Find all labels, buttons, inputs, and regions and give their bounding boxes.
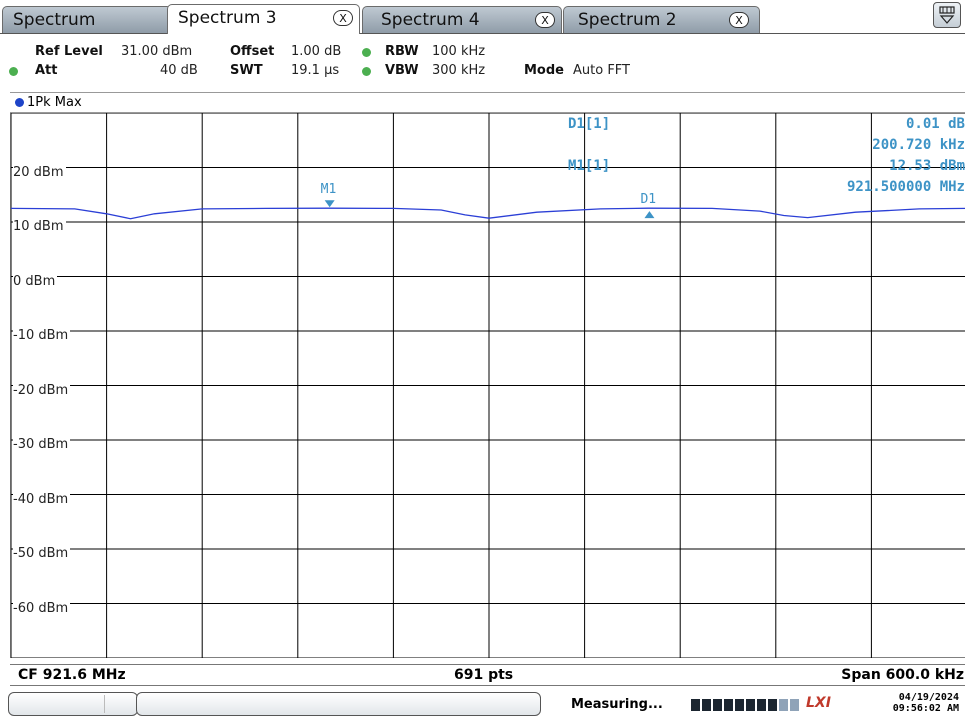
- m1-readout-value2: 921.500000 MHz: [846, 179, 965, 195]
- tab-label: Spectrum 2: [578, 10, 677, 30]
- d1-readout-value2: 200.720 kHz: [872, 137, 965, 153]
- d1-readout-name: D1[1]: [568, 116, 611, 132]
- tab-spectrum-2[interactable]: Spectrum 2 X: [563, 6, 760, 33]
- y-tick-label: 20 dBm: [13, 164, 66, 180]
- y-tick-label: -30 dBm: [13, 437, 71, 452]
- tab-label: Spectrum 4: [381, 10, 480, 30]
- tab-divider: [0, 33, 965, 34]
- progress-cell: [735, 699, 744, 711]
- datetime: 04/19/2024 09:56:02 AM: [893, 692, 959, 714]
- m1-readout-name: M1[1]: [568, 158, 611, 174]
- att-value[interactable]: 40 dB: [160, 63, 198, 78]
- center-frequency[interactable]: CF 921.6 MHz: [18, 667, 126, 683]
- settings-row-1: Ref Level 31.00 dBm Offset 1.00 dB RBW 1…: [0, 44, 965, 62]
- progress-cell: [713, 699, 722, 711]
- swt-value[interactable]: 19.1 µs: [291, 63, 340, 78]
- plot-canvas: [11, 113, 965, 658]
- rbw-value[interactable]: 100 kHz: [432, 44, 486, 59]
- spectrum-plot[interactable]: 20 dBm 10 dBm 0 dBm -10 dBm -20 dBm -30 dBm -4…: [10, 113, 965, 658]
- trace-info-bar: 1Pk Max: [10, 92, 965, 113]
- settings-row-2: Att 40 dB SWT 19.1 µs VBW 300 kHz Mode A…: [0, 63, 965, 81]
- tab-spectrum-4[interactable]: Spectrum 4 X: [362, 6, 562, 33]
- lxi-logo: LXI: [806, 695, 831, 711]
- vbw-label: VBW: [385, 63, 419, 78]
- close-icon[interactable]: X: [729, 12, 749, 28]
- ref-level-value[interactable]: 31.00 dBm: [121, 44, 193, 59]
- progress-cell: [757, 699, 766, 711]
- vbw-value[interactable]: 300 kHz: [432, 63, 486, 78]
- status-field-1[interactable]: [8, 692, 138, 716]
- chevron-down-icon: [939, 6, 955, 24]
- y-tick-label: -10 dBm: [13, 328, 71, 343]
- tab-label: Spectrum 3: [178, 8, 277, 28]
- progress-bar: [691, 699, 801, 711]
- measuring-status: Measuring...: [571, 697, 663, 712]
- y-tick-label: 10 dBm: [13, 219, 66, 234]
- y-tick-label: -50 dBm: [13, 546, 71, 561]
- trace-color-icon: [15, 98, 24, 107]
- marker-m1-label: M1: [320, 182, 337, 198]
- close-icon[interactable]: X: [535, 12, 555, 28]
- progress-cell: [702, 699, 711, 711]
- tab-spectrum-3[interactable]: Spectrum 3 X: [167, 4, 360, 34]
- offset-value[interactable]: 1.00 dB: [291, 44, 342, 59]
- y-tick-label: 0 dBm: [13, 273, 58, 289]
- vbw-status-icon: [362, 67, 371, 76]
- att-label: Att: [35, 63, 58, 78]
- tab-label: Spectrum: [13, 10, 96, 30]
- y-tick-label: -20 dBm: [13, 382, 71, 398]
- status-bar: Measuring... LXI 04/19/2024 09:56:02 AM: [0, 690, 965, 718]
- time-text: 09:56:02 AM: [892, 703, 959, 714]
- marker-m1-icon[interactable]: [324, 200, 335, 208]
- trace-label[interactable]: 1Pk Max: [27, 95, 82, 110]
- progress-cell: [768, 699, 777, 711]
- ref-level-label: Ref Level: [35, 44, 103, 59]
- offset-label: Offset: [230, 44, 275, 59]
- status-field-divider: [104, 695, 105, 713]
- settings-panel: Ref Level 31.00 dBm Offset 1.00 dB RBW 1…: [0, 44, 965, 90]
- rbw-label: RBW: [385, 44, 419, 59]
- tab-spectrum[interactable]: Spectrum: [2, 6, 172, 33]
- plot-footer: CF 921.6 MHz 691 pts Span 600.0 kHz: [10, 664, 965, 686]
- sweep-points[interactable]: 691 pts: [454, 667, 514, 683]
- frequency-span[interactable]: Span 600.0 kHz: [841, 667, 964, 683]
- swt-label: SWT: [230, 63, 263, 78]
- y-tick-label: -60 dBm: [13, 600, 71, 616]
- d1-readout-value1: 0.01 dB: [905, 116, 965, 132]
- marker-d1-icon[interactable]: [644, 211, 655, 219]
- progress-cell: [724, 699, 733, 711]
- progress-cell: [790, 699, 799, 711]
- close-icon[interactable]: X: [333, 10, 353, 26]
- menu-dropdown-button[interactable]: [933, 2, 961, 28]
- mode-value[interactable]: Auto FFT: [573, 63, 630, 78]
- date-text: 04/19/2024: [898, 692, 959, 703]
- tab-bar: Spectrum Spectrum 3 X Spectrum 4 X Spect…: [0, 0, 965, 34]
- progress-cell: [779, 699, 788, 711]
- rbw-status-icon: [362, 48, 371, 57]
- att-status-icon: [9, 67, 18, 76]
- mode-label: Mode: [524, 63, 564, 78]
- marker-d1-label: D1: [640, 192, 657, 208]
- progress-cell: [746, 699, 755, 711]
- m1-readout-value1: 12.53 dBm: [889, 158, 965, 174]
- trace-line: [11, 207, 965, 220]
- status-field-2[interactable]: [136, 692, 541, 716]
- y-tick-label: -40 dBm: [13, 491, 71, 507]
- progress-cell: [691, 699, 700, 711]
